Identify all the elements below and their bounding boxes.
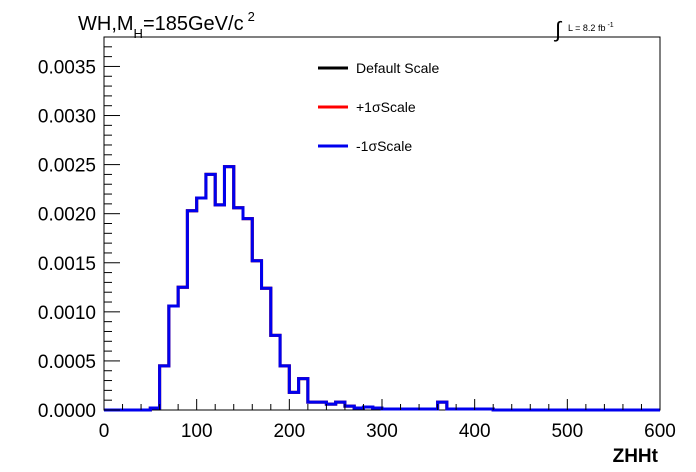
- series-layer: [104, 165, 660, 412]
- y-tick-label: 0.0025: [38, 156, 96, 177]
- legend: Default Scale +1σScale -1σScale: [318, 60, 439, 154]
- y-tick-label: 0.0020: [38, 205, 96, 226]
- chart-title-superscript: 2: [248, 9, 255, 24]
- y-tick-label: 0.0035: [38, 57, 96, 78]
- axis-layer: 0 100 200 300 400 500 600 0.0000 0.0005 0.0010 0.0…: [38, 36, 676, 442]
- y-tick-label: 0.0030: [38, 107, 96, 128]
- y-tick-label: 0.0015: [38, 254, 96, 275]
- y-tick-label: 0.0000: [38, 401, 96, 422]
- lumi-superscript: -1: [607, 22, 613, 29]
- chart-title: WH,MH=185GeV/c 2: [78, 9, 255, 41]
- legend-entry-label: -1σScale: [356, 138, 412, 154]
- y-tick-label: 0.0005: [38, 352, 96, 373]
- series-line-2: [104, 165, 660, 412]
- chart-title-rest: =185GeV/c: [143, 13, 244, 35]
- legend-entry-label: Default Scale: [356, 60, 439, 76]
- chart-title-subscript: H: [134, 26, 143, 41]
- x-tick-label: 600: [644, 421, 676, 442]
- x-tick-label: 0: [99, 421, 110, 442]
- x-tick-label: 400: [459, 421, 491, 442]
- lumi-integral: ∫: [553, 17, 563, 42]
- y-tick-label: 0.0010: [38, 303, 96, 324]
- x-tick-label: 300: [366, 421, 398, 442]
- x-axis-label: ZHHt: [613, 446, 659, 467]
- lumi-label: L = 8.2 fb -1: [568, 22, 614, 33]
- x-tick-label: 100: [181, 421, 213, 442]
- x-tick-label: 200: [273, 421, 305, 442]
- x-tick-label: 500: [551, 421, 583, 442]
- legend-entry-label: +1σScale: [356, 99, 416, 115]
